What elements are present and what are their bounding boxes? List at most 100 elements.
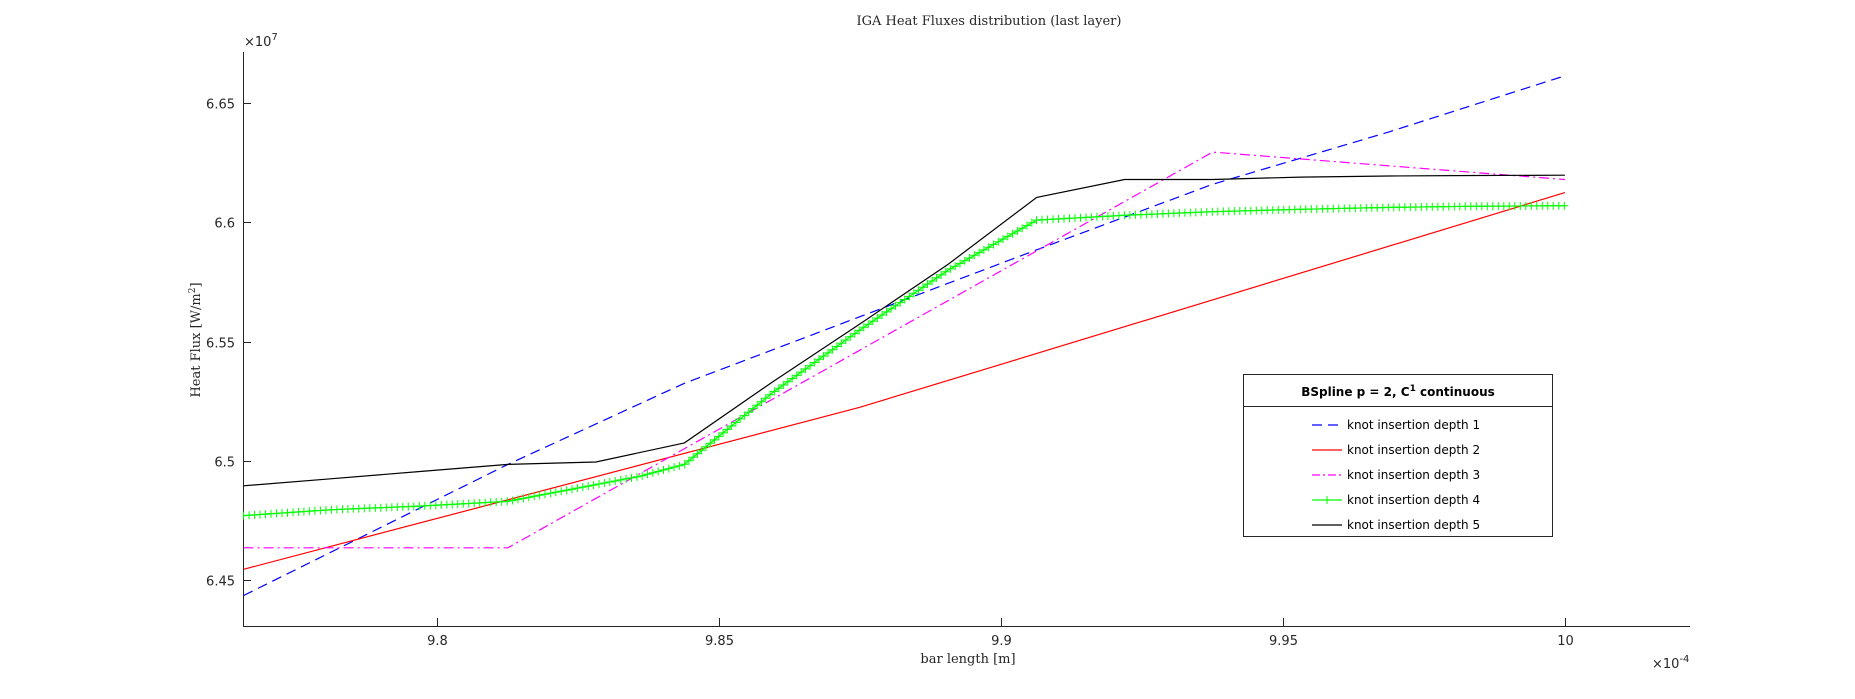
series-marker bbox=[928, 277, 937, 285]
series-marker bbox=[546, 489, 555, 498]
y-tick-label: 6.55 bbox=[206, 337, 235, 352]
series-marker bbox=[519, 494, 528, 503]
series-marker bbox=[824, 348, 832, 357]
series-marker bbox=[706, 439, 715, 448]
series-marker bbox=[595, 480, 603, 488]
y-tick-label: 6.45 bbox=[206, 575, 235, 590]
series-marker bbox=[905, 292, 914, 301]
series-marker bbox=[873, 314, 882, 323]
x-tick-label: 9.85 bbox=[705, 634, 734, 649]
series-marker bbox=[551, 488, 560, 497]
series-layer bbox=[243, 75, 1569, 597]
series-marker bbox=[675, 461, 684, 470]
series-marker bbox=[659, 466, 668, 474]
series-marker bbox=[524, 493, 533, 502]
series-marker bbox=[514, 495, 522, 504]
y-tick-label: 6.65 bbox=[206, 98, 235, 113]
x-tick-label: 10 bbox=[1557, 634, 1574, 649]
series-marker bbox=[1560, 201, 1569, 210]
series-marker bbox=[622, 474, 631, 483]
series-marker bbox=[710, 435, 719, 444]
series-line-3 bbox=[243, 151, 1565, 549]
legend: BSpline p = 2, C1 continuous knot insert… bbox=[1243, 374, 1553, 537]
series-line-2 bbox=[243, 192, 1566, 570]
series-marker bbox=[850, 329, 859, 338]
series-marker bbox=[680, 460, 689, 469]
series-marker bbox=[810, 358, 819, 367]
series-marker bbox=[989, 240, 998, 249]
series-marker bbox=[689, 453, 698, 462]
legend-label: knot insertion depth 3 bbox=[1347, 468, 1480, 482]
y-tick-label: 6.5 bbox=[214, 456, 235, 471]
series-marker bbox=[508, 496, 517, 505]
series-marker bbox=[806, 361, 815, 370]
series-marker bbox=[855, 326, 864, 335]
legend-entry: knot insertion depth 4 bbox=[1312, 493, 1480, 507]
series-marker bbox=[788, 374, 797, 383]
series-marker bbox=[1023, 221, 1031, 230]
series-marker bbox=[684, 456, 693, 465]
series-marker bbox=[815, 355, 823, 364]
series-marker bbox=[914, 286, 923, 295]
legend-label: knot insertion depth 4 bbox=[1347, 493, 1480, 507]
series-marker bbox=[1027, 218, 1036, 227]
series-marker bbox=[693, 449, 702, 458]
series-marker bbox=[859, 323, 868, 332]
legend-marker bbox=[1323, 496, 1331, 504]
series-marker bbox=[714, 432, 723, 441]
series-marker bbox=[868, 317, 877, 326]
series-marker bbox=[573, 484, 582, 493]
series-marker bbox=[932, 273, 941, 282]
series-marker bbox=[627, 473, 636, 482]
series-marker bbox=[1013, 227, 1022, 235]
series-marker bbox=[837, 339, 846, 348]
series-marker bbox=[568, 485, 576, 494]
series-marker bbox=[919, 283, 927, 292]
series-marker bbox=[723, 425, 732, 434]
series-marker bbox=[882, 307, 891, 316]
x-tick-label: 9.8 bbox=[427, 634, 448, 649]
legend-title: BSpline p = 2, C1 continuous bbox=[1301, 384, 1495, 399]
series-marker bbox=[774, 384, 783, 393]
legend-label: knot insertion depth 5 bbox=[1347, 518, 1480, 532]
series-marker bbox=[600, 479, 609, 487]
series-marker bbox=[970, 251, 979, 260]
series-marker bbox=[960, 256, 969, 265]
legend-box bbox=[1243, 374, 1553, 537]
series-marker bbox=[766, 390, 774, 399]
series-marker bbox=[1003, 232, 1012, 241]
y-axis-label: Heat Flux [W/m2] bbox=[188, 282, 204, 397]
series-marker bbox=[994, 237, 1003, 246]
series-marker bbox=[562, 486, 571, 495]
x-tick-label: 9.9 bbox=[991, 634, 1012, 649]
series-marker bbox=[941, 267, 950, 276]
series-marker bbox=[638, 471, 647, 480]
series-marker bbox=[664, 464, 673, 473]
legend-entry: knot insertion depth 2 bbox=[1312, 443, 1480, 457]
series-marker bbox=[878, 311, 886, 319]
series-marker bbox=[731, 418, 740, 427]
series-marker bbox=[654, 467, 663, 476]
series-marker bbox=[611, 477, 620, 485]
series-marker bbox=[740, 411, 749, 420]
legend-entry: knot insertion depth 5 bbox=[1312, 518, 1480, 532]
series-marker bbox=[779, 381, 788, 389]
series-marker bbox=[984, 243, 993, 252]
series-marker bbox=[727, 422, 736, 430]
series-line-1 bbox=[243, 75, 1566, 597]
series-marker bbox=[846, 332, 855, 341]
series-marker bbox=[757, 397, 766, 406]
series-marker bbox=[541, 490, 549, 499]
series-marker bbox=[702, 442, 710, 451]
series-marker bbox=[535, 491, 544, 500]
series-marker bbox=[697, 446, 706, 455]
series-marker bbox=[670, 463, 679, 472]
series-marker bbox=[648, 468, 657, 477]
legend-entry: knot insertion depth 3 bbox=[1312, 468, 1480, 482]
series-marker bbox=[896, 298, 905, 307]
series-marker bbox=[864, 320, 873, 329]
series-marker bbox=[530, 492, 539, 501]
series-marker bbox=[887, 304, 896, 313]
y-axis-multiplier: ×107 bbox=[244, 32, 278, 50]
